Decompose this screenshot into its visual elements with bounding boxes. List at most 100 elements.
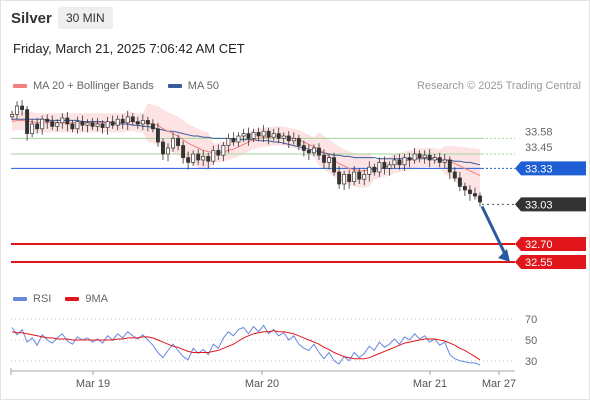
- legend-rsi-label: RSI: [33, 293, 52, 305]
- candle-body: [352, 171, 357, 182]
- candle-body: [301, 145, 306, 151]
- candle-body: [442, 159, 447, 163]
- candle-body: [166, 147, 170, 155]
- candle-body: [251, 132, 256, 139]
- legend-rsi-ma-label: 9MA: [85, 293, 108, 305]
- candle-body: [382, 162, 387, 169]
- legend-rsi-swatch: [13, 297, 27, 301]
- legend-rsi-ma: 9MA: [65, 293, 108, 305]
- candle-body: [392, 159, 397, 166]
- legend-rsi-ma-swatch: [65, 297, 80, 301]
- candle-body: [296, 138, 301, 146]
- candle-body: [10, 114, 14, 118]
- candle-body: [176, 138, 181, 146]
- level-label-3: 33.03: [525, 199, 553, 211]
- candle-body: [80, 121, 85, 126]
- rsi-legend: RSI 9MA: [13, 293, 122, 305]
- candle-body: [15, 105, 19, 115]
- candle-body: [211, 150, 216, 162]
- candle-body: [452, 171, 457, 179]
- candle-body: [402, 157, 407, 166]
- legend-ma50: MA 50: [167, 80, 219, 92]
- candle-body: [322, 154, 326, 163]
- timeframe-badge[interactable]: 30 MIN: [58, 7, 113, 29]
- candle-body: [291, 138, 296, 142]
- candle-body: [417, 153, 422, 158]
- candle-body: [357, 171, 362, 180]
- candle-body: [236, 135, 241, 143]
- candle-body: [95, 123, 100, 127]
- legend-ma20-label: MA 20 + Bollinger Bands: [33, 80, 154, 92]
- level-label-2: 33.33: [525, 163, 553, 175]
- candle-body: [261, 130, 266, 137]
- candle-body: [115, 118, 120, 126]
- candle-body: [362, 174, 367, 180]
- header-bar: Silver 30 MIN: [0, 0, 590, 38]
- candle-body: [100, 123, 105, 128]
- candle-body: [161, 141, 165, 155]
- x-tick-label: Mar 21: [413, 378, 447, 390]
- ma50-line: [12, 118, 481, 166]
- candle-body: [306, 150, 311, 154]
- candle-body: [286, 135, 291, 142]
- legend-rsi: RSI: [13, 293, 51, 305]
- candle-body: [70, 123, 75, 130]
- candle-body: [181, 145, 186, 158]
- level-tag-5: [515, 255, 586, 269]
- candle-body: [266, 130, 271, 138]
- candle-body: [55, 122, 60, 127]
- legend-ma50-label: MA 50: [187, 80, 219, 92]
- candle-body: [478, 195, 482, 203]
- candle-body: [150, 123, 155, 130]
- candle-body: [125, 116, 130, 124]
- candle-body: [90, 122, 95, 127]
- candle-body: [75, 121, 80, 130]
- candle-body: [276, 133, 281, 139]
- x-tick-label: Mar 27: [482, 378, 516, 390]
- candle-body: [155, 128, 160, 143]
- candle-body: [447, 159, 452, 173]
- legend-ma20: MA 20 + Bollinger Bands: [13, 80, 154, 92]
- copyright-label: Research © 2025 Trading Central: [416, 80, 581, 92]
- candle-body: [65, 117, 70, 125]
- candle-body: [473, 193, 477, 197]
- candle-body: [196, 153, 201, 161]
- candle-body: [246, 133, 251, 139]
- candle-body: [186, 157, 191, 163]
- candle-body: [206, 156, 211, 162]
- rsi-line: [11, 324, 481, 366]
- rsi-tick-label: 70: [525, 314, 537, 326]
- candle-body: [337, 171, 342, 185]
- candle-body: [50, 121, 55, 127]
- candle-body: [407, 157, 412, 161]
- candle-body: [412, 153, 417, 161]
- candle-body: [467, 189, 472, 194]
- candle-body: [120, 118, 125, 124]
- level-tag-3: [515, 197, 586, 212]
- candle-body: [20, 105, 25, 110]
- candle-body: [271, 133, 276, 138]
- candle-body: [241, 133, 246, 137]
- level-tag-4: [515, 237, 586, 251]
- candle-body: [367, 166, 372, 175]
- candle-body: [25, 109, 30, 134]
- candle-body: [40, 118, 45, 130]
- forecast-arrow-head: [498, 249, 510, 262]
- candle-body: [427, 154, 432, 161]
- candle-body: [135, 121, 140, 125]
- candle-body: [422, 154, 427, 158]
- candle-body: [45, 118, 50, 122]
- candle-body: [432, 157, 437, 161]
- candle-body: [231, 138, 236, 143]
- x-tick-label: Mar 19: [76, 378, 110, 390]
- candle-body: [462, 186, 467, 191]
- x-tick-label: Mar 20: [245, 378, 279, 390]
- legend-ma50-swatch: [167, 84, 182, 88]
- candle-body: [372, 166, 377, 173]
- candle-body: [332, 157, 337, 173]
- rsi-ma-line: [11, 330, 481, 361]
- candle-body: [437, 157, 442, 163]
- candle-body: [347, 174, 352, 182]
- level-label-5: 32.55: [525, 257, 553, 269]
